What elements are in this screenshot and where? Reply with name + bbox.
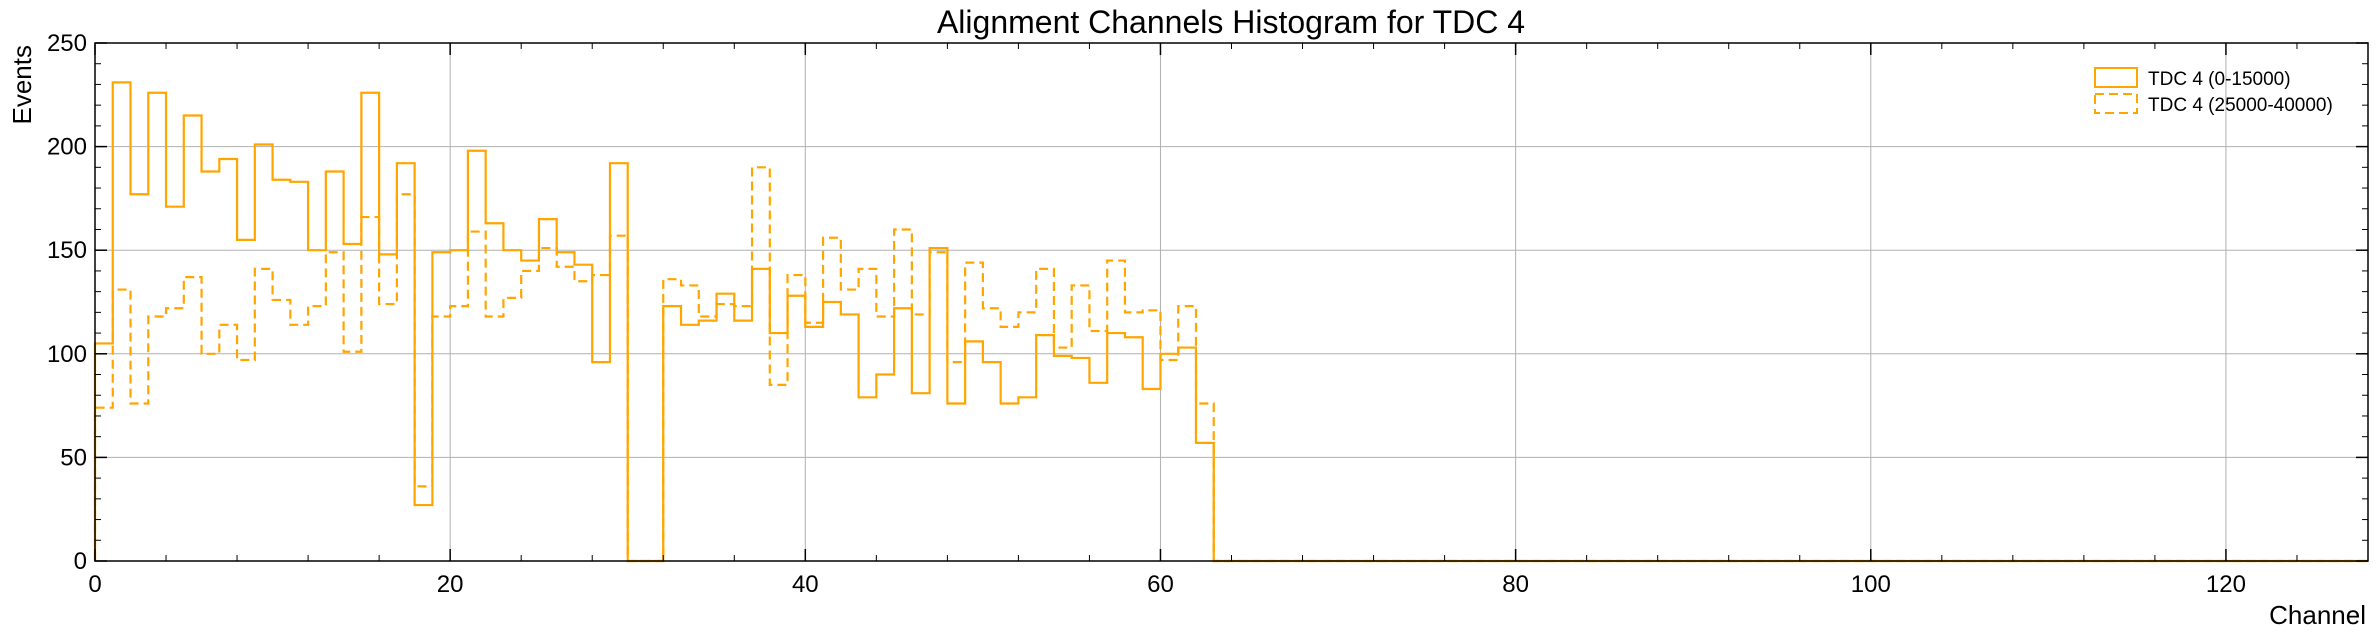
x-tick-label: 80 bbox=[1502, 571, 1529, 598]
x-tick-label: 120 bbox=[2206, 571, 2246, 598]
legend-swatch bbox=[2094, 67, 2138, 88]
y-tick-label: 200 bbox=[47, 134, 87, 161]
axis-tick-labels: 0 20 40 60 80 100 120 0 50 100 150 200 250 bbox=[47, 30, 2246, 598]
y-tick-label: 250 bbox=[47, 30, 87, 57]
y-tick-label: 50 bbox=[60, 444, 87, 471]
x-tick-label: 0 bbox=[88, 571, 101, 598]
legend-swatch bbox=[2094, 93, 2138, 114]
chart-title: Alignment Channels Histogram for TDC 4 bbox=[937, 4, 1525, 40]
x-tick-label: 60 bbox=[1147, 571, 1174, 598]
x-tick-label: 20 bbox=[437, 571, 464, 598]
axis-ticks bbox=[94, 42, 2369, 562]
legend-label: TDC 4 (25000-40000) bbox=[2148, 95, 2333, 116]
x-axis-label: Channel bbox=[2269, 600, 2366, 630]
y-axis-label: Events bbox=[7, 45, 37, 125]
y-tick-label: 0 bbox=[74, 548, 87, 575]
y-tick-label: 100 bbox=[47, 341, 87, 368]
y-tick-label: 150 bbox=[47, 237, 87, 264]
x-tick-label: 40 bbox=[792, 571, 819, 598]
x-tick-label: 100 bbox=[1851, 571, 1891, 598]
legend: TDC 4 (0-15000) TDC 4 (25000-40000) bbox=[2094, 67, 2333, 116]
legend-label: TDC 4 (0-15000) bbox=[2148, 69, 2291, 90]
